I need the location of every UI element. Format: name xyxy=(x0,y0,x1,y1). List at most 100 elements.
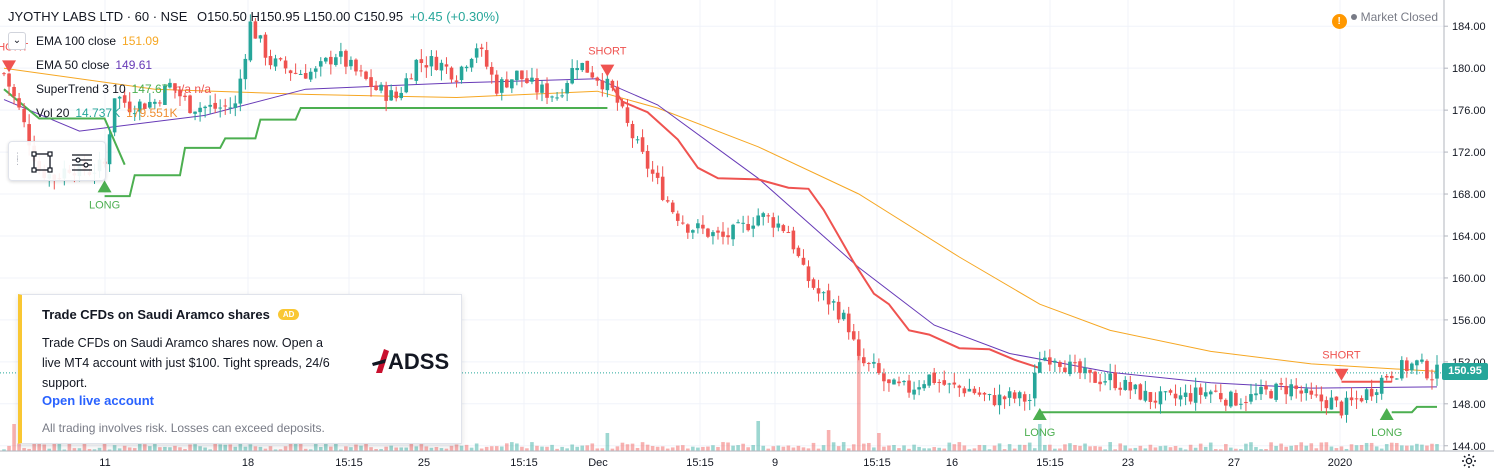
candle-body xyxy=(731,224,735,240)
indicator-ema50[interactable]: EMA 50 close 149.61 xyxy=(36,58,152,72)
candle-body xyxy=(1339,401,1344,416)
volume-bar xyxy=(620,442,625,451)
candle-body xyxy=(1048,357,1052,365)
candle-body xyxy=(203,106,207,109)
time-tick-label: 15:15 xyxy=(863,457,891,469)
volume-bar xyxy=(479,448,484,451)
volume-bar xyxy=(625,444,630,451)
candle-body xyxy=(575,68,579,71)
volume-bar xyxy=(640,442,645,451)
volume-bar xyxy=(540,446,544,451)
price-axis[interactable]: 144.00148.00152.00156.00160.00164.00168.… xyxy=(1443,0,1486,453)
candle-body xyxy=(691,230,695,233)
candle-body xyxy=(515,70,519,81)
volume-bar xyxy=(771,446,776,451)
candle-body xyxy=(721,231,725,237)
candle-body xyxy=(957,385,962,388)
volume-bars xyxy=(2,349,1439,451)
candle-body xyxy=(127,101,132,113)
candle-body xyxy=(696,223,700,229)
candle-body xyxy=(1173,393,1178,399)
candle-body xyxy=(183,95,187,98)
candle-body xyxy=(359,70,363,72)
indicator-supertrend[interactable]: SuperTrend 3 10 147.67 n/a n/a xyxy=(36,82,211,96)
market-status[interactable]: ! Market Closed xyxy=(1331,10,1438,29)
candle-body xyxy=(339,51,343,57)
volume-bar xyxy=(741,443,745,451)
volume-bar xyxy=(329,446,333,451)
candle-body xyxy=(1158,391,1163,405)
volume-bar xyxy=(937,447,942,451)
indicator-value: 147.67 xyxy=(131,82,169,96)
volume-bar xyxy=(892,445,896,451)
ema-50-path xyxy=(3,78,1438,389)
volume-bar xyxy=(1173,445,1178,451)
candle-body xyxy=(459,66,464,81)
price-tick-label: 156.00 xyxy=(1452,315,1486,327)
object-tree-icon[interactable] xyxy=(69,149,95,175)
price-tick-label: 148.00 xyxy=(1452,399,1486,411)
rectangle-select-icon[interactable] xyxy=(29,149,55,175)
price-tick-label: 180.00 xyxy=(1452,63,1486,75)
candle-body xyxy=(580,62,585,71)
candle-body xyxy=(499,79,504,93)
candle-body xyxy=(409,78,414,80)
volume-bar xyxy=(429,447,434,451)
volume-bar xyxy=(877,433,881,451)
volume-bar xyxy=(389,445,393,451)
candle-body xyxy=(887,379,891,384)
volume-bar xyxy=(459,445,464,451)
volume-bar xyxy=(102,442,107,451)
drawing-toolbar[interactable]: ⋮ ⋮ xyxy=(8,141,106,181)
symbol-name[interactable]: JYOTHY LABS LTD · 60 · NSE xyxy=(8,9,188,24)
candle-body xyxy=(766,215,771,217)
gear-icon[interactable] xyxy=(1461,453,1477,469)
volume-bar xyxy=(1093,446,1097,451)
volume-bar xyxy=(1374,446,1379,451)
candle-body xyxy=(434,56,439,70)
candle-body xyxy=(510,79,514,89)
open-account-link[interactable]: Open live account xyxy=(42,393,154,408)
volume-bar xyxy=(1304,445,1309,451)
candle-body xyxy=(263,34,268,58)
candle-body xyxy=(1294,385,1299,389)
volume-bar xyxy=(72,448,77,451)
candle-body xyxy=(947,383,952,385)
candle-body xyxy=(1058,361,1062,367)
volume-bar xyxy=(781,446,786,451)
volume-bar xyxy=(339,449,343,451)
candle-body xyxy=(454,80,459,82)
candle-body xyxy=(600,80,605,90)
symbol-header: JYOTHY LABS LTD · 60 · NSE O150.50 H150.… xyxy=(8,9,499,24)
drag-handle-icon[interactable]: ⋮ ⋮ xyxy=(13,151,22,166)
candle-body xyxy=(645,150,650,169)
volume-bar xyxy=(660,446,665,451)
indicator-volume[interactable]: Vol 20 14.737K 179.551K xyxy=(36,106,177,120)
candle-body xyxy=(1364,389,1369,400)
candle-body xyxy=(1359,398,1364,402)
volume-bar xyxy=(826,430,831,451)
volume-bar xyxy=(605,433,610,451)
candle-body xyxy=(268,56,273,66)
volume-bar xyxy=(1007,444,1012,451)
volume-bar xyxy=(1108,442,1112,451)
volume-bar xyxy=(680,445,685,451)
volume-bar xyxy=(1394,442,1399,451)
indicator-ema100[interactable]: EMA 100 close 151.09 xyxy=(36,34,159,48)
volume-bar xyxy=(454,444,459,451)
time-axis[interactable]: 11 18 15:15 25 15:15 Dec 15:15 9 15:15 16 15:15 23 2… xyxy=(0,450,1494,469)
volume-bar xyxy=(288,443,293,451)
ad-banner[interactable]: Trade CFDs on Saudi Aramco shares AD Trad… xyxy=(18,294,462,444)
legend-collapse-button[interactable]: ⌄ xyxy=(8,32,26,50)
candle-body xyxy=(1229,391,1233,407)
candle-body xyxy=(615,86,620,103)
volume-bar xyxy=(821,445,826,451)
indicator-label: SuperTrend 3 10 xyxy=(36,82,126,96)
volume-bar xyxy=(630,443,635,451)
candle-body xyxy=(1178,395,1183,400)
candle-body xyxy=(952,382,957,385)
volume-bar xyxy=(550,444,554,451)
price-change: +0.45 (+0.30%) xyxy=(409,9,500,24)
volume-bar xyxy=(1289,445,1293,451)
warning-icon[interactable]: ! xyxy=(1331,14,1347,29)
